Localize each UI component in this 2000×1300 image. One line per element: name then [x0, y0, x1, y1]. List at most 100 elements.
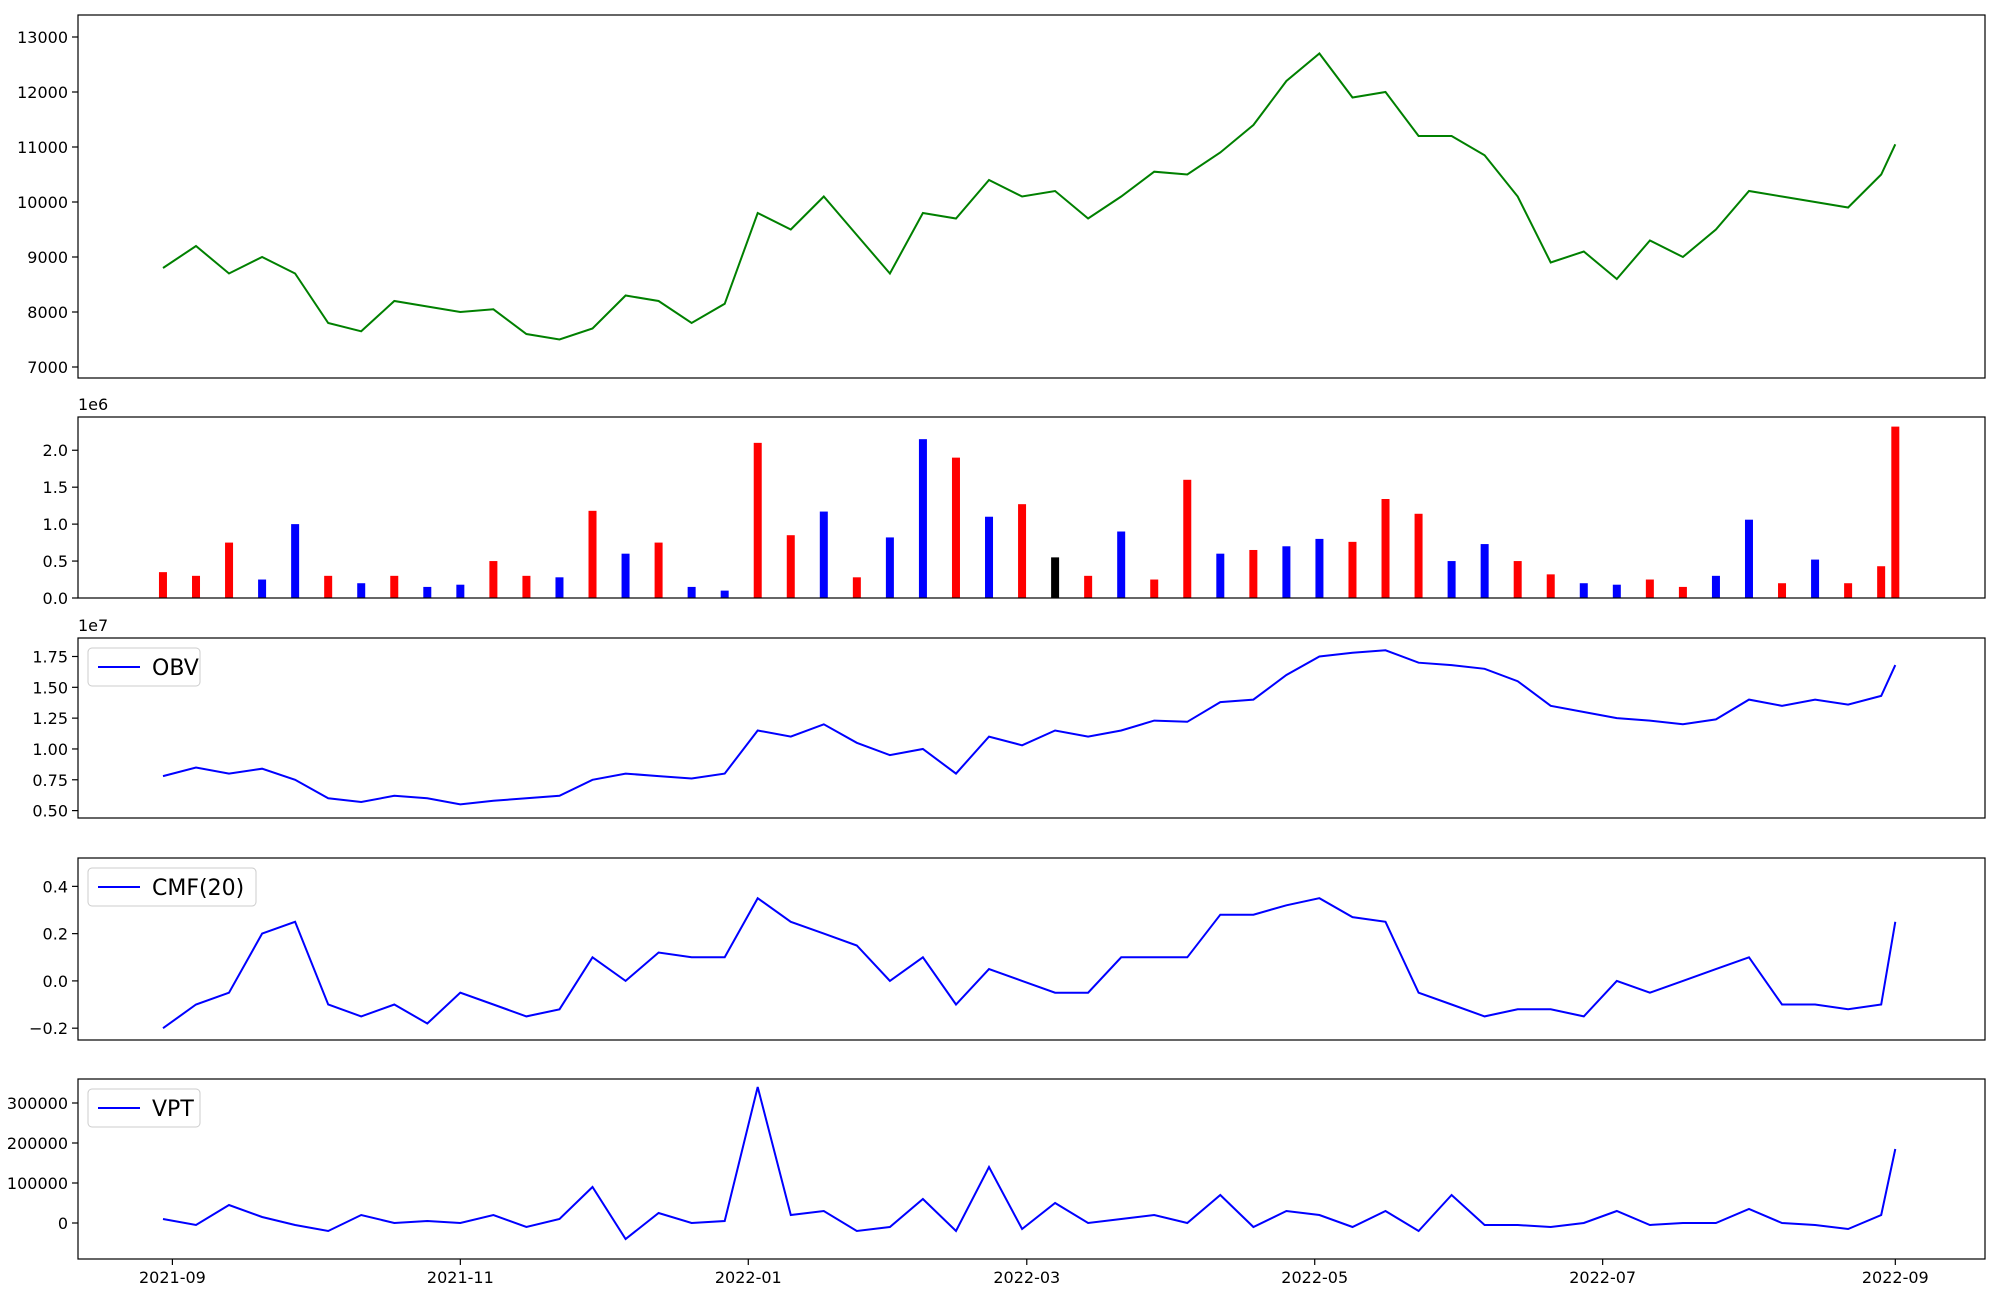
- volume-bar: [1084, 575, 1093, 598]
- y-tick-label: 0.0: [43, 589, 68, 608]
- volume-bar: [158, 572, 167, 598]
- y-tick-label: 0.2: [43, 925, 68, 944]
- volume-bar: [1513, 561, 1522, 598]
- volume-bar: [1216, 553, 1225, 598]
- legend-label: CMF(20): [152, 876, 244, 901]
- y-tick-label: 9000: [27, 248, 68, 267]
- volume-bar: [1844, 583, 1853, 598]
- y-tick-label: 0.0: [43, 972, 68, 991]
- axis-offset-label: 1e6: [78, 395, 108, 414]
- series-line: [162, 1086, 1897, 1241]
- volume-bar: [1612, 584, 1621, 598]
- volume-bar: [720, 590, 729, 598]
- y-tick-label: 7000: [27, 358, 68, 377]
- volume-bar: [1678, 586, 1687, 598]
- x-tick-label: 2022-03: [993, 1268, 1060, 1287]
- volume-bar: [621, 553, 630, 598]
- y-tick-label: 1.00: [32, 740, 68, 759]
- volume-bar: [1811, 559, 1820, 598]
- volume-bar: [1778, 583, 1787, 598]
- x-tick-label: 2022-05: [1281, 1268, 1348, 1287]
- volume-bar: [1579, 583, 1588, 598]
- y-tick-label: 10000: [17, 193, 68, 212]
- volume-bar: [1249, 549, 1258, 598]
- y-tick-label: 2.0: [43, 441, 68, 460]
- volume-bar: [1744, 519, 1753, 598]
- volume-bar: [324, 575, 333, 598]
- volume-bar: [1348, 541, 1357, 598]
- volume-bar: [522, 575, 531, 598]
- volume-bar: [258, 579, 267, 598]
- volume-bar: [819, 511, 828, 598]
- volume-bar: [654, 542, 663, 598]
- y-tick-label: 12000: [17, 83, 68, 102]
- volume-bar: [1018, 504, 1027, 598]
- y-tick-label: 11000: [17, 138, 68, 157]
- series-line: [162, 52, 1897, 341]
- y-tick-label: 13000: [17, 28, 68, 47]
- volume-bar: [852, 577, 861, 598]
- y-tick-label: 100000: [7, 1174, 68, 1193]
- legend-box: [87, 647, 201, 687]
- y-tick-label: 1.50: [32, 678, 68, 697]
- y-tick-label: 8000: [27, 303, 68, 322]
- axes-frame: [77, 416, 1986, 599]
- volume-bar: [1315, 538, 1324, 598]
- volume-bar: [786, 535, 795, 598]
- y-tick-label: 0: [58, 1214, 68, 1233]
- legend-box: [87, 1088, 201, 1128]
- y-tick-label: 1.0: [43, 515, 68, 534]
- volume-bar: [1183, 479, 1192, 598]
- volume-bar: [192, 575, 201, 598]
- x-tick-label: 2022-09: [1862, 1268, 1929, 1287]
- volume-bar: [753, 442, 762, 598]
- volume-bar: [1414, 513, 1423, 598]
- y-tick-label: −0.2: [29, 1019, 68, 1038]
- volume-bar: [357, 583, 366, 598]
- volume-bar: [1711, 575, 1720, 598]
- volume-bar: [423, 586, 432, 598]
- legend-label: VPT: [152, 1097, 194, 1122]
- volume-bar: [1447, 561, 1456, 598]
- y-tick-label: 0.5: [43, 552, 68, 571]
- volume-bar: [1150, 579, 1159, 598]
- y-tick-label: 1.25: [32, 709, 68, 728]
- volume-bar: [885, 537, 894, 598]
- axes-frame: [77, 857, 1986, 1041]
- volume-bar: [1282, 546, 1291, 598]
- volume-bar: [555, 577, 564, 598]
- volume-bar: [1381, 499, 1390, 598]
- volume-bar: [918, 439, 927, 598]
- volume-bar: [1546, 574, 1555, 598]
- legend-label: OBV: [152, 656, 199, 681]
- volume-bar: [951, 457, 960, 598]
- y-tick-label: 1.75: [32, 647, 68, 666]
- volume-bar: [291, 524, 300, 598]
- y-tick-label: 0.75: [32, 771, 68, 790]
- legend-box: [87, 867, 257, 907]
- volume-bar: [1877, 566, 1886, 598]
- volume-bar: [1891, 426, 1900, 598]
- y-tick-label: 300000: [7, 1094, 68, 1113]
- x-tick-label: 2022-01: [715, 1268, 782, 1287]
- y-tick-label: 200000: [7, 1134, 68, 1153]
- volume-bar: [1480, 544, 1489, 598]
- y-tick-label: 1.5: [43, 478, 68, 497]
- x-tick-label: 2021-09: [139, 1268, 206, 1287]
- volume-bar: [985, 516, 994, 598]
- x-tick-label: 2022-07: [1569, 1268, 1636, 1287]
- series-line: [162, 649, 1897, 806]
- axes-frame: [77, 637, 1986, 819]
- axes-frame: [77, 1078, 1986, 1260]
- volume-bar: [225, 542, 234, 598]
- volume-bar: [1117, 531, 1126, 598]
- volume-bar: [1051, 557, 1060, 598]
- volume-bar: [489, 561, 498, 598]
- axes-frame: [77, 14, 1986, 379]
- volume-bar: [687, 586, 696, 598]
- axis-offset-label: 1e7: [78, 616, 108, 635]
- volume-bar: [1645, 579, 1654, 598]
- x-tick-label: 2021-11: [427, 1268, 494, 1287]
- volume-bar: [588, 510, 597, 598]
